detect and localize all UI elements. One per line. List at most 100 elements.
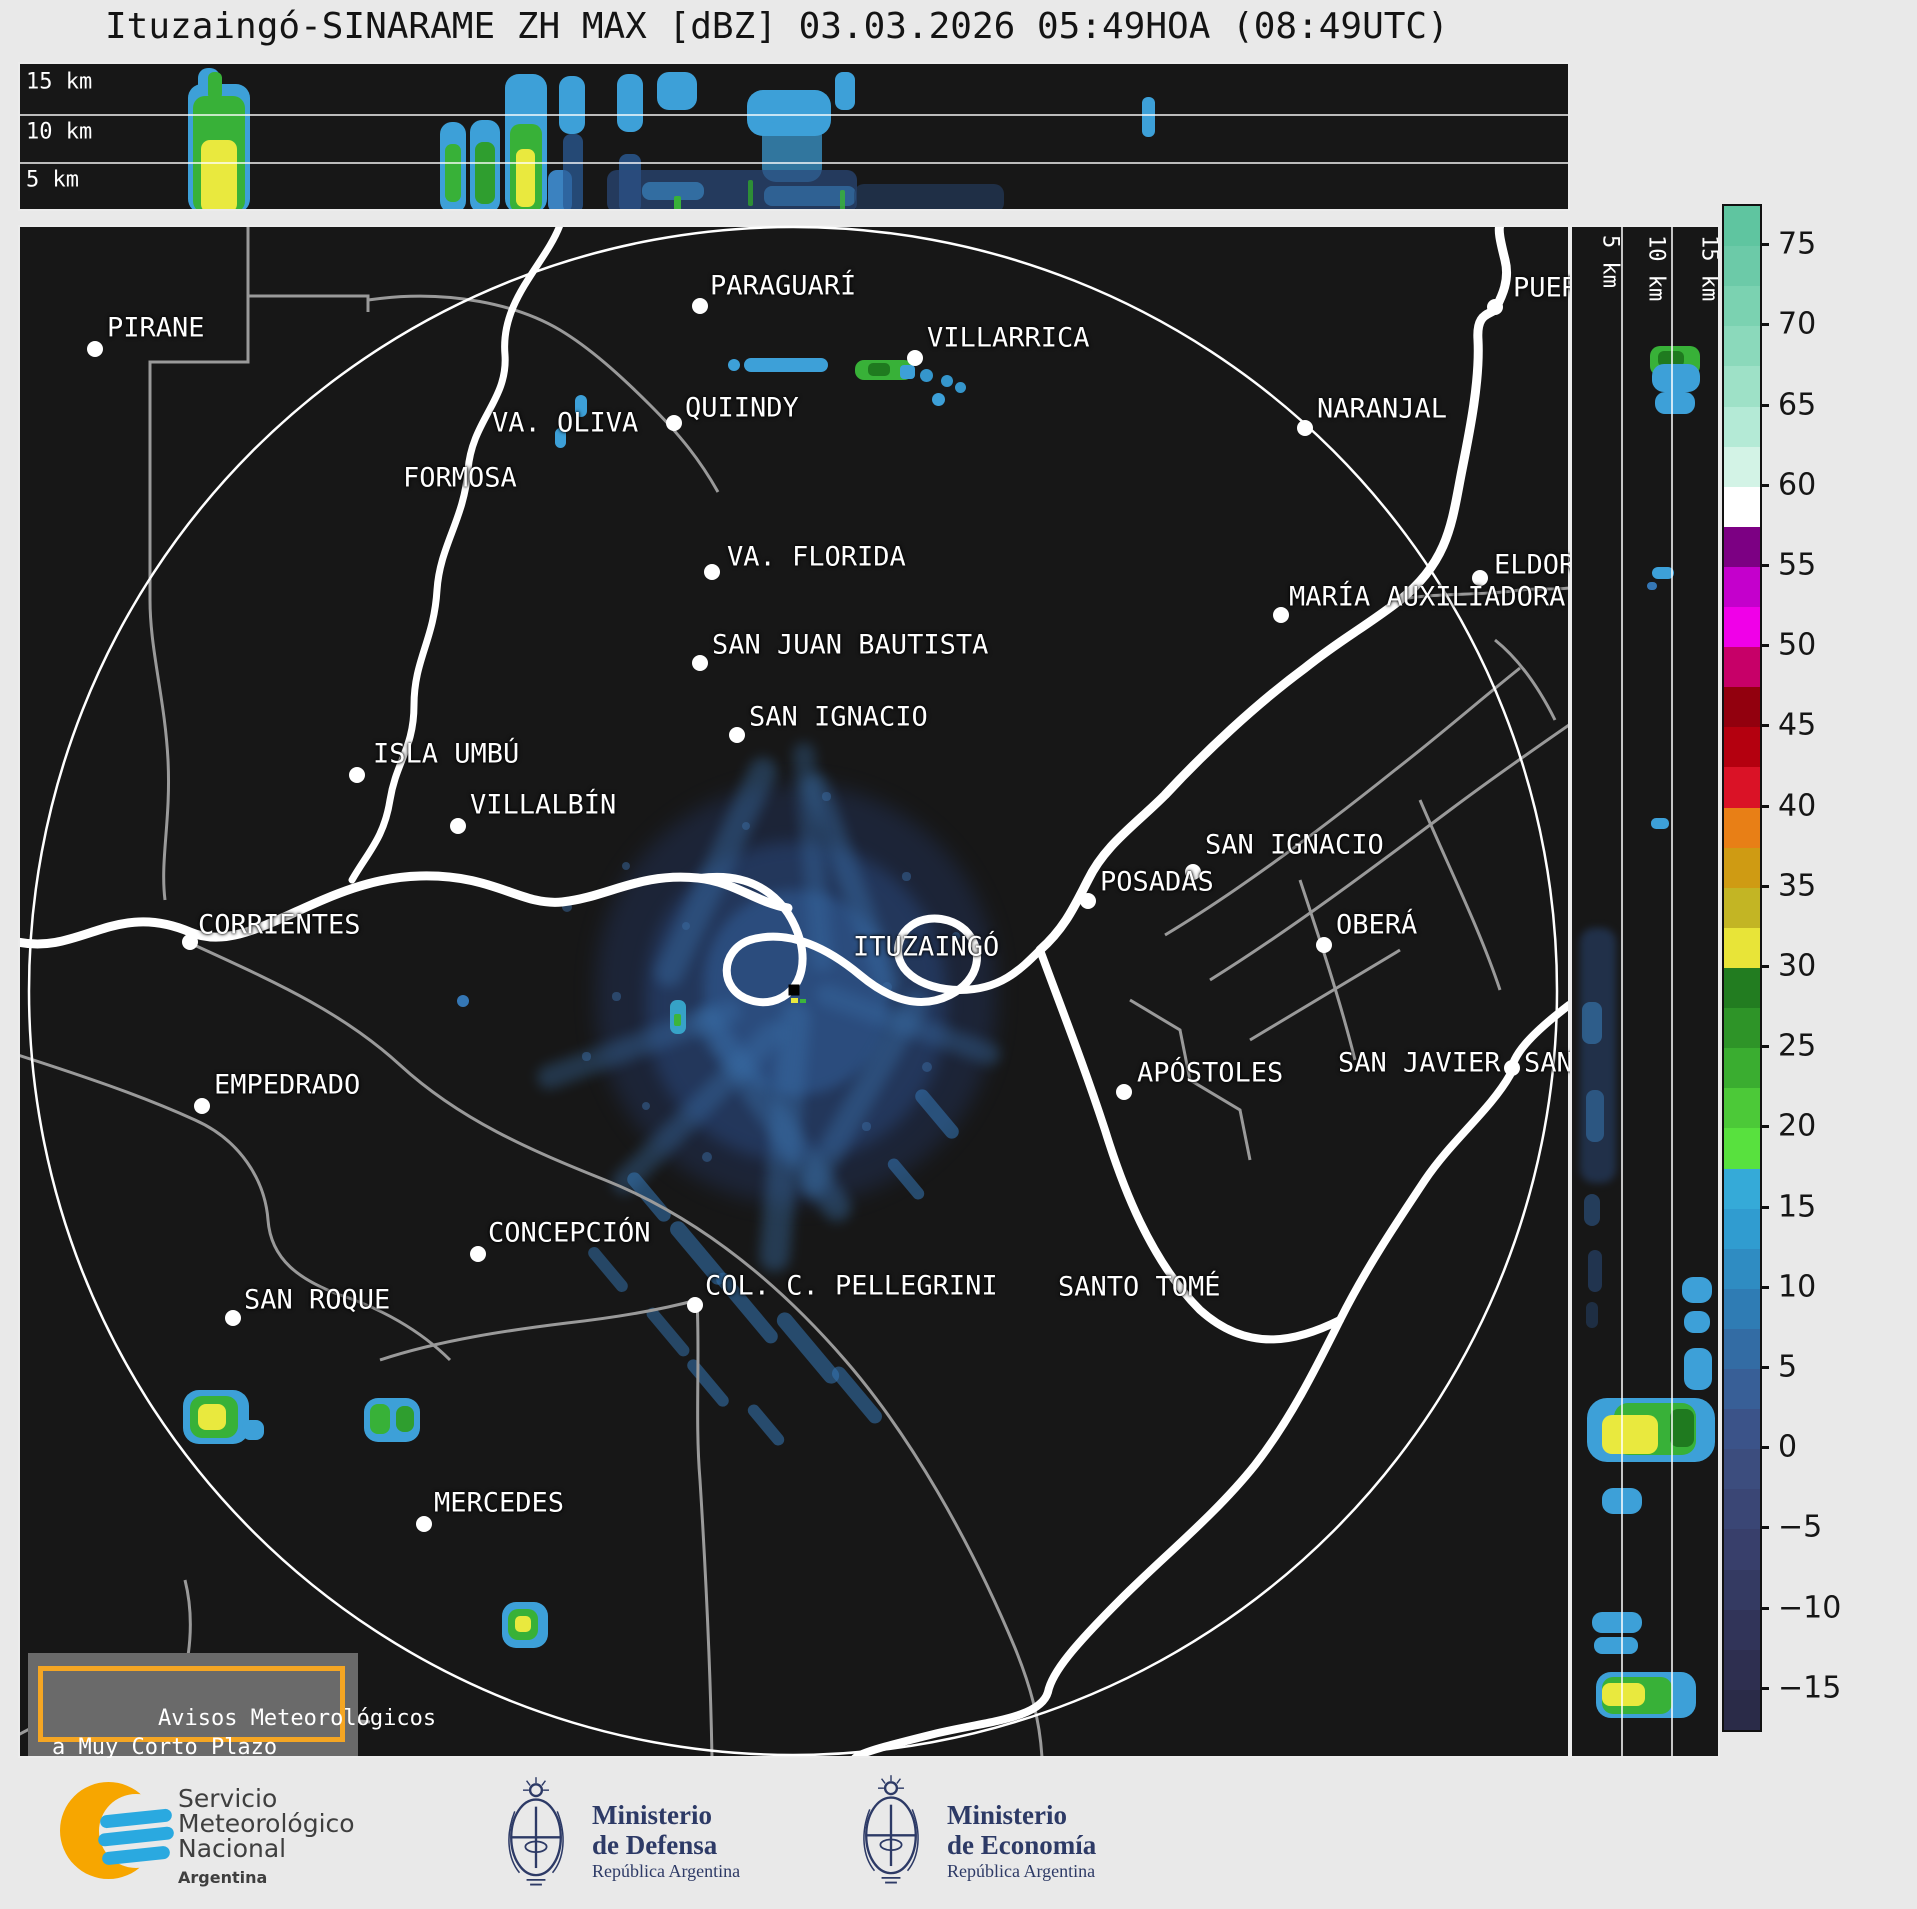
smn-argentina-label: Argentina — [178, 1868, 268, 1887]
city-dot — [416, 1516, 432, 1532]
radar-echo — [764, 186, 856, 206]
city-label: PUERTO RICO — [1513, 272, 1570, 304]
city-label: MERCEDES — [434, 1487, 565, 1519]
radar-echo — [445, 144, 461, 202]
colorbar-band — [1724, 687, 1760, 728]
colorbar-tick — [1760, 1045, 1769, 1049]
colorbar-tick — [1760, 563, 1769, 567]
city-label: VILLALBÍN — [470, 789, 617, 821]
city-dot — [1316, 937, 1332, 953]
radar-echo — [854, 184, 1004, 209]
colorbar-band — [1724, 1248, 1760, 1290]
colorbar-tick-label: 5 — [1778, 1349, 1798, 1385]
colorbar-band — [1724, 406, 1760, 448]
colorbar-band — [1724, 206, 1760, 247]
colorbar-band — [1724, 1409, 1760, 1450]
economia-coat-of-arms-icon — [863, 1775, 919, 1884]
dbz-colorbar — [1722, 204, 1762, 1732]
city-label: ISLA UMBÚ — [373, 738, 520, 770]
city-label: SAN PEDRO — [1524, 1047, 1570, 1079]
colorbar-tick-label: 60 — [1778, 467, 1817, 503]
colorbar-band — [1724, 1048, 1760, 1089]
city-dot — [182, 934, 198, 950]
city-label: PIRANE — [107, 312, 205, 344]
avisos-badge[interactable]: Avisos Meteorológicos a Muy Corto Plazo — [28, 1653, 436, 1758]
city-dot — [1116, 1084, 1132, 1100]
radar-echo — [1584, 1194, 1600, 1226]
city-dot — [1487, 299, 1503, 315]
colorbar-band — [1724, 566, 1760, 608]
colorbar-band — [1724, 286, 1760, 327]
colorbar-tick-label: 65 — [1778, 387, 1817, 423]
colorbar-band — [1724, 1649, 1760, 1691]
colorbar-tick-label: 20 — [1778, 1108, 1817, 1144]
colorbar-band — [1724, 1328, 1760, 1370]
radar-echo — [1682, 1277, 1712, 1303]
colorbar-tick — [1760, 1686, 1769, 1690]
colorbar-tick-label: 70 — [1778, 306, 1817, 342]
city-label: CORRIENTES — [198, 909, 361, 941]
city-label: VA. FLORIDA — [727, 541, 906, 573]
radar-echo — [840, 190, 845, 209]
colorbar-tick-label: 10 — [1778, 1269, 1817, 1305]
colorbar-band — [1724, 1689, 1760, 1731]
radar-site-pixel-green — [800, 999, 806, 1003]
colorbar-tick — [1760, 1125, 1769, 1129]
city-dot — [692, 298, 708, 314]
defensa-coat-of-arms-icon — [508, 1777, 564, 1886]
altitude-label: 10 km — [26, 119, 93, 145]
radar-echo — [559, 76, 585, 134]
radar-echo — [1647, 582, 1657, 590]
city-label: APÓSTOLES — [1137, 1057, 1284, 1089]
city-label: MARÍA AUXILIADORA — [1289, 581, 1566, 613]
smn-wordmark: Servicio Meteorológico Nacional Argentina — [178, 1786, 355, 1890]
colorbar-tick — [1760, 644, 1769, 648]
city-label: VA. OLIVA — [492, 407, 639, 439]
city-dot — [1504, 1060, 1520, 1076]
city-label: SAN ROQUE — [244, 1284, 391, 1316]
avisos-badge-text: Avisos Meteorológicos a Muy Corto Plazo — [52, 1706, 437, 1758]
city-label: COL. C. PELLEGRINI — [705, 1270, 998, 1302]
colorbar-band — [1724, 847, 1760, 889]
colorbar-band — [1724, 1288, 1760, 1330]
colorbar-band — [1724, 1008, 1760, 1049]
city-dot — [692, 655, 708, 671]
city-dot — [470, 1246, 486, 1262]
colorbar-band — [1724, 1569, 1760, 1611]
colorbar-tick — [1760, 1285, 1769, 1289]
page-title: Ituzaingó-SINARAME ZH MAX [dBZ] 03.03.20… — [105, 6, 1449, 47]
map-labels-layer: Avisos Meteorológicos a Muy Corto Plazo P… — [18, 225, 1570, 1758]
colorbar-tick — [1760, 804, 1769, 808]
city-label: ITUZAINGÓ — [853, 931, 1000, 963]
city-dot — [450, 818, 466, 834]
colorbar-tick-label: 50 — [1778, 627, 1817, 663]
colorbar-band — [1724, 647, 1760, 688]
colorbar-tick — [1760, 1526, 1769, 1530]
radar-echo — [563, 134, 583, 209]
radar-echo — [1684, 1348, 1712, 1390]
colorbar-tick — [1760, 1366, 1769, 1370]
city-label: ELDORADO — [1494, 549, 1570, 581]
radar-echo — [1586, 1090, 1604, 1142]
city-dot — [1080, 893, 1096, 909]
colorbar-tick — [1760, 483, 1769, 487]
colorbar-tick-label: 0 — [1778, 1429, 1798, 1465]
altitude-label: 5 km — [1597, 235, 1623, 288]
radar-echo — [1588, 1250, 1602, 1292]
radar-echo — [1655, 392, 1695, 414]
radar-echo — [1652, 567, 1674, 579]
city-dot — [87, 341, 103, 357]
colorbar-tick-label: −15 — [1778, 1670, 1842, 1706]
colorbar-tick — [1760, 1446, 1769, 1450]
colorbar-tick — [1760, 724, 1769, 728]
city-label: PARAGUARÍ — [710, 270, 857, 302]
colorbar-band — [1724, 1529, 1760, 1571]
colorbar-tick-label: −5 — [1778, 1509, 1823, 1545]
altitude-label: 15 km — [26, 69, 93, 95]
radar-echo — [657, 72, 697, 110]
radar-echo — [1142, 97, 1155, 137]
city-dot — [687, 1297, 703, 1313]
city-dot — [666, 415, 682, 431]
colorbar-tick — [1760, 243, 1769, 247]
